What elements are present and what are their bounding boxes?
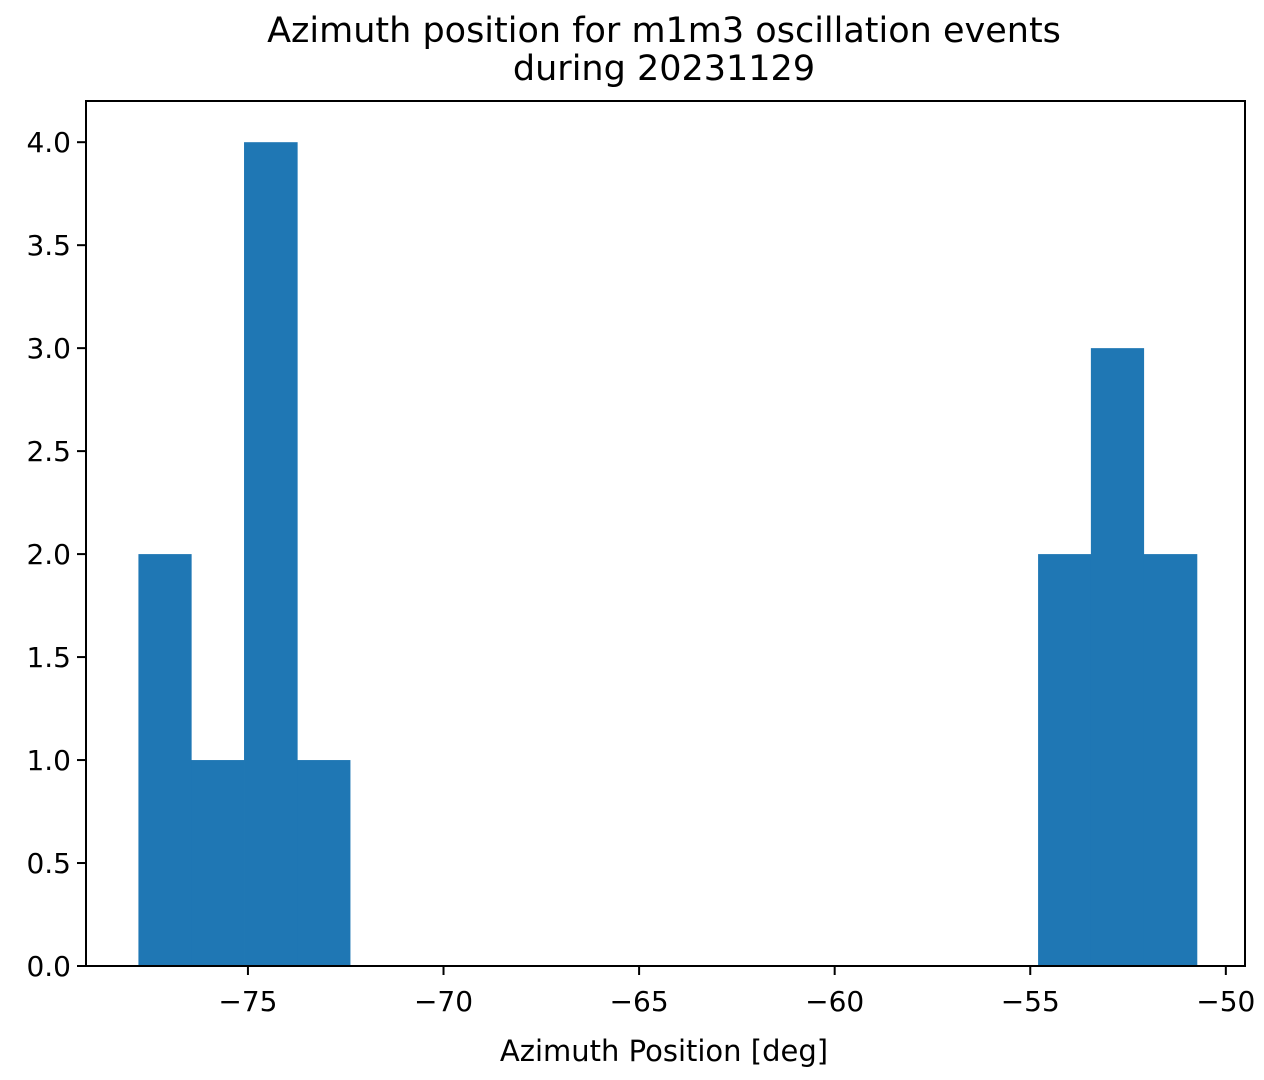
histogram-bar: [1143, 554, 1198, 966]
y-axis-ticks: 0.0 0.5 1.0 1.5 2.0 2.5 3.0 3.5 4.0: [26, 126, 86, 983]
x-tick-label: −75: [218, 985, 277, 1018]
x-tick-label: −65: [610, 985, 669, 1018]
histogram-bar: [244, 142, 298, 966]
y-tick-label: 2.0: [26, 538, 71, 571]
y-tick-label: 3.0: [26, 332, 71, 365]
x-axis-ticks: −75 −70 −65 −60 −55 −50: [218, 966, 1255, 1018]
y-tick-label: 1.0: [26, 744, 71, 777]
y-tick-label: 4.0: [26, 126, 71, 159]
y-tick-label: 0.0: [26, 950, 71, 983]
histogram-bars: [138, 142, 1198, 966]
x-tick-label: −55: [1001, 985, 1060, 1018]
y-tick-label: 0.5: [26, 847, 71, 880]
x-tick-label: −70: [414, 985, 473, 1018]
y-tick-label: 3.5: [26, 229, 71, 262]
x-tick-label: −50: [1196, 985, 1255, 1018]
x-axis-label: Azimuth Position [deg]: [500, 1034, 828, 1068]
histogram-bar: [1038, 554, 1092, 966]
histogram-bar: [191, 760, 245, 966]
histogram-bar: [1090, 348, 1145, 966]
y-tick-label: 2.5: [26, 435, 71, 468]
histogram-bar: [297, 760, 351, 966]
x-tick-label: −60: [805, 985, 864, 1018]
y-tick-label: 1.5: [26, 641, 71, 674]
chart-title-line-2: during 20231129: [513, 49, 815, 89]
histogram-bar: [138, 554, 192, 966]
plot-area-frame: [85, 100, 1246, 967]
chart-title-line-1: Azimuth position for m1m3 oscillation ev…: [267, 11, 1061, 51]
